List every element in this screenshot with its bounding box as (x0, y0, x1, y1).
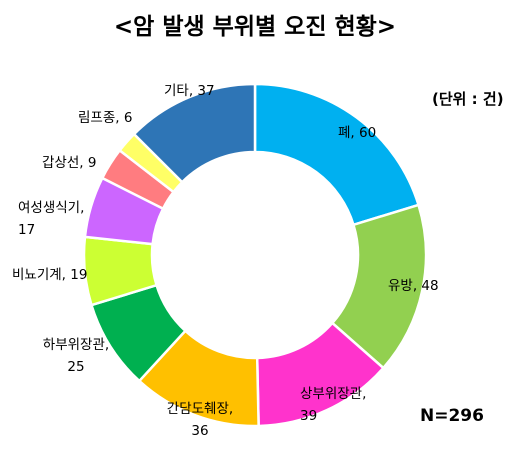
donut-slices (82, 82, 428, 428)
unit-note: (단위 : 건) (432, 90, 504, 108)
slice-9-label: 림프종, 6 (78, 110, 132, 126)
slice-6-label: 비뇨기계, 19 (12, 267, 87, 283)
slice-10-label: 기타, 37 (164, 83, 215, 99)
slice-7-label: 여성생식기, 17 (18, 200, 84, 238)
slice-2-label: 유방, 48 (388, 278, 439, 294)
slice-labels: 폐, 60 유방, 48 상부위장관, 39 간담도췌장, 36 하부위장관, 25 비뇨기계,… (12, 83, 439, 439)
slice-5-label: 하부위장관, 25 (43, 337, 109, 375)
slice-4-label: 간담도췌장, 36 (167, 401, 233, 439)
slice-8-label: 갑상선, 9 (42, 155, 96, 171)
total-count: N=296 (420, 406, 484, 426)
chart-title: <암 발생 부위별 오진 현황> (114, 14, 396, 40)
slice-10-wedge (132, 82, 257, 184)
slice-3-label: 상부위장관, 39 (300, 386, 366, 424)
slice-1-wedge (253, 82, 421, 227)
slice-1-label: 폐, 60 (338, 125, 376, 141)
